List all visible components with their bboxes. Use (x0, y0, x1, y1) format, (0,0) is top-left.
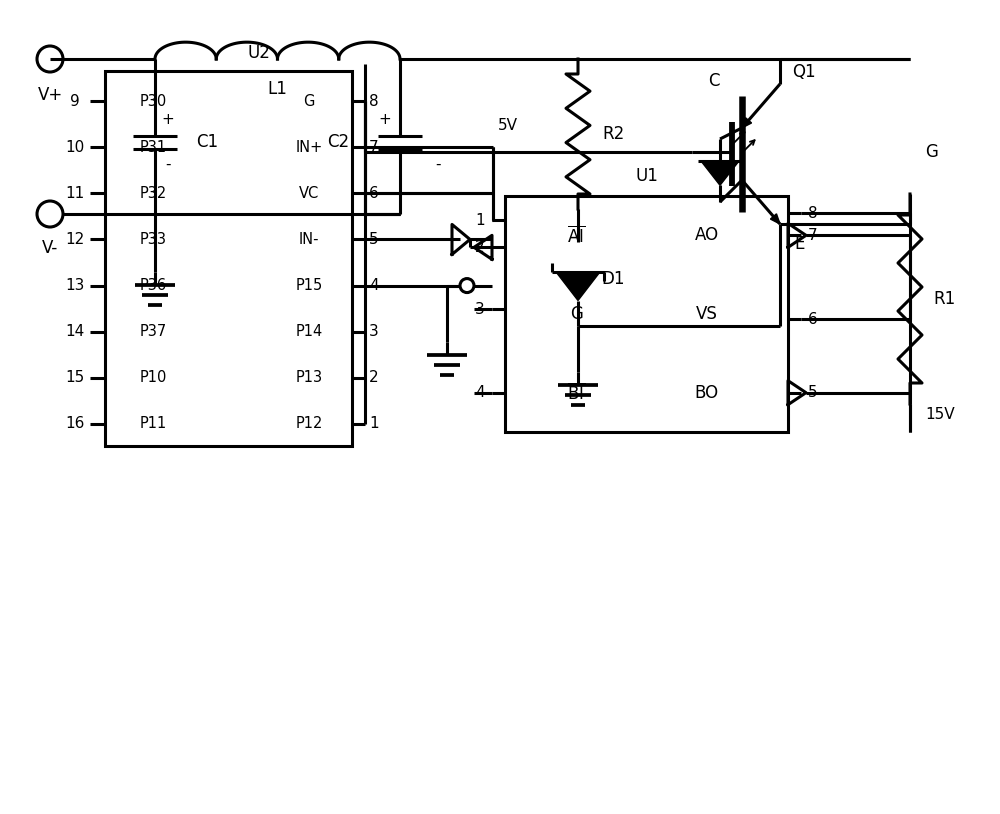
Text: AO: AO (694, 226, 719, 244)
Text: VC: VC (299, 186, 319, 201)
Text: G: G (303, 94, 315, 108)
Text: P30: P30 (139, 94, 167, 108)
Text: 8: 8 (808, 206, 818, 221)
Text: IN-: IN- (299, 232, 319, 247)
Text: P10: P10 (139, 370, 167, 385)
Polygon shape (770, 214, 780, 224)
Text: 3: 3 (475, 301, 485, 317)
Text: Q1: Q1 (792, 63, 816, 81)
Text: R1: R1 (934, 290, 956, 308)
Text: P37: P37 (139, 324, 167, 339)
Text: 16: 16 (65, 417, 85, 431)
Text: G: G (570, 305, 583, 323)
Polygon shape (556, 272, 600, 300)
Text: 2: 2 (369, 370, 379, 385)
Text: 11: 11 (65, 186, 85, 201)
Text: 7: 7 (808, 228, 818, 243)
Text: 2: 2 (475, 240, 485, 255)
Text: -: - (435, 156, 441, 172)
Polygon shape (701, 161, 739, 186)
Text: 10: 10 (65, 140, 85, 155)
Text: IN+: IN+ (295, 140, 323, 155)
Text: VS: VS (696, 305, 717, 323)
Text: C2: C2 (327, 133, 349, 151)
Text: 13: 13 (65, 278, 85, 293)
Bar (105, 71, 352, 446)
Text: 3: 3 (369, 324, 379, 339)
Text: 4: 4 (369, 278, 379, 293)
Text: +: + (379, 112, 391, 126)
Text: V+: V+ (37, 86, 63, 104)
Text: 14: 14 (65, 324, 85, 339)
Text: 5: 5 (808, 385, 818, 400)
Text: 12: 12 (65, 232, 85, 247)
Text: G: G (926, 143, 938, 161)
Text: +: + (162, 112, 174, 126)
Text: 15: 15 (65, 370, 85, 385)
Text: -: - (165, 156, 171, 172)
Text: P12: P12 (295, 417, 323, 431)
Text: L1: L1 (268, 80, 287, 98)
Text: 6: 6 (369, 186, 379, 201)
Text: P32: P32 (139, 186, 167, 201)
Text: P14: P14 (295, 324, 323, 339)
Text: 1: 1 (369, 417, 379, 431)
Text: 1: 1 (475, 212, 485, 228)
Text: $\overline{\rm AI}$: $\overline{\rm AI}$ (567, 225, 586, 246)
Text: P31: P31 (139, 140, 167, 155)
Text: U1: U1 (635, 167, 658, 185)
Text: 5V: 5V (498, 118, 518, 133)
Text: D1: D1 (601, 270, 625, 288)
Text: 4: 4 (475, 385, 485, 400)
Text: P36: P36 (139, 278, 167, 293)
Text: P11: P11 (139, 417, 167, 431)
Text: P15: P15 (295, 278, 323, 293)
Text: C: C (708, 72, 720, 90)
Text: 6: 6 (808, 312, 818, 326)
Text: 7: 7 (369, 140, 379, 155)
Text: P13: P13 (295, 370, 323, 385)
Text: C1: C1 (196, 133, 218, 151)
Text: 9: 9 (70, 94, 80, 108)
Text: 15V: 15V (925, 407, 955, 422)
Text: U2: U2 (247, 44, 270, 62)
Text: R2: R2 (602, 125, 624, 143)
Text: E: E (795, 235, 805, 253)
Bar (505, 196, 788, 432)
Text: V-: V- (42, 239, 58, 257)
Text: $\overline{\rm BI}$: $\overline{\rm BI}$ (567, 383, 586, 403)
Text: P33: P33 (140, 232, 167, 247)
Text: BO: BO (694, 383, 719, 401)
Text: 5: 5 (369, 232, 379, 247)
Polygon shape (742, 118, 752, 128)
Text: 8: 8 (369, 94, 379, 108)
